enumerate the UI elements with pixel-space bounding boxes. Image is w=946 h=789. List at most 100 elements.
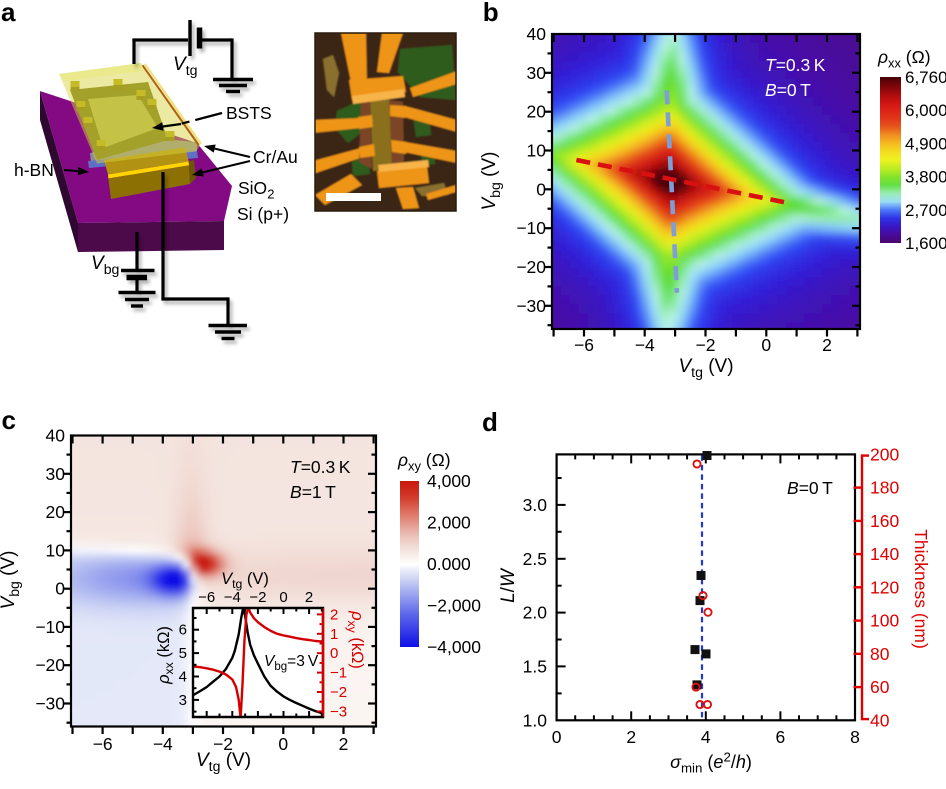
svg-text:−1: −1 [330, 665, 347, 682]
svg-text:180: 180 [870, 478, 899, 498]
svg-text:2: 2 [305, 589, 313, 606]
svg-text:BSTS: BSTS [226, 103, 272, 123]
svg-text:ρxy​ (Ω): ρxy​ (Ω) [397, 450, 451, 473]
svg-text:6,000: 6,000 [905, 101, 946, 120]
svg-text:−10: −10 [35, 617, 65, 637]
svg-text:Vbg​=3 V: Vbg​=3 V [264, 653, 319, 673]
svg-text:20: 20 [527, 102, 547, 122]
svg-text:−4: −4 [635, 335, 655, 355]
svg-text:Vtg​ (V): Vtg​ (V) [221, 570, 269, 591]
svg-text:−4: −4 [153, 734, 173, 754]
svg-text:20: 20 [46, 502, 66, 522]
svg-text:6: 6 [179, 622, 187, 639]
svg-text:5: 5 [179, 645, 187, 662]
svg-text:3,800: 3,800 [905, 168, 946, 187]
svg-text:Vtg​ (V): Vtg​ (V) [678, 356, 733, 380]
svg-text:−6: −6 [574, 335, 594, 355]
svg-text:Vtg​ (V): Vtg​ (V) [196, 750, 251, 774]
svg-text:Vbg​ (V): Vbg​ (V) [479, 152, 503, 211]
svg-text:−10: −10 [516, 218, 546, 238]
svg-text:Vbg​: Vbg​ [91, 253, 119, 277]
svg-text:−20: −20 [35, 655, 65, 675]
svg-text:ρxx​ (kΩ): ρxx​ (kΩ) [155, 626, 176, 685]
svg-text:40: 40 [870, 710, 890, 730]
svg-text:−2: −2 [213, 734, 233, 754]
svg-text:h-BN: h-BN [14, 160, 54, 180]
svg-text:B=1 T: B=1 T [290, 482, 336, 502]
svg-text:ρxx​ (Ω): ρxx​ (Ω) [877, 47, 931, 70]
svg-text:0: 0 [330, 645, 338, 662]
svg-text:−30: −30 [35, 694, 65, 714]
svg-text:L/W: L/W [498, 567, 519, 603]
svg-text:100: 100 [870, 611, 899, 631]
svg-text:1.0: 1.0 [523, 710, 548, 730]
svg-text:2,700: 2,700 [905, 201, 946, 220]
svg-text:Vtg​: Vtg​ [173, 54, 197, 78]
svg-text:d: d [482, 407, 498, 437]
svg-text:T=0.3 K: T=0.3 K [765, 55, 826, 75]
svg-text:σmin​ (e2​/h): σmin​ (e2​/h) [670, 750, 752, 776]
svg-text:2: 2 [330, 606, 338, 623]
svg-text:Vbg​ (V): Vbg​ (V) [0, 551, 22, 610]
svg-text:6: 6 [776, 727, 786, 747]
svg-text:−30: −30 [516, 296, 546, 316]
svg-text:−6: −6 [93, 734, 113, 754]
svg-text:30: 30 [527, 63, 547, 83]
svg-text:2,000: 2,000 [427, 513, 471, 533]
svg-text:0: 0 [761, 335, 771, 355]
svg-text:120: 120 [870, 577, 899, 597]
svg-text:−3: −3 [330, 703, 347, 720]
svg-text:B=0 T: B=0 T [765, 80, 811, 100]
svg-text:ρxy​ (kΩ): ρxy​ (kΩ) [345, 610, 366, 669]
svg-text:4,000: 4,000 [427, 471, 471, 491]
svg-text:8: 8 [850, 727, 860, 747]
svg-text:6,760: 6,760 [905, 68, 946, 87]
svg-text:200: 200 [870, 444, 899, 464]
svg-text:2.0: 2.0 [523, 603, 548, 623]
svg-text:c: c [2, 405, 16, 435]
svg-text:10: 10 [46, 540, 66, 560]
svg-text:−2,000: −2,000 [427, 596, 481, 616]
svg-text:−2: −2 [249, 589, 266, 606]
svg-text:160: 160 [870, 511, 899, 531]
svg-text:−4,000: −4,000 [427, 637, 481, 657]
svg-text:−4: −4 [224, 589, 241, 606]
svg-text:2: 2 [822, 335, 832, 355]
svg-text:1.5: 1.5 [523, 656, 547, 676]
svg-text:Thickness (nm): Thickness (nm) [911, 529, 931, 649]
svg-text:30: 30 [46, 464, 66, 484]
svg-text:−20: −20 [516, 257, 546, 277]
svg-text:60: 60 [870, 677, 890, 697]
svg-text:1: 1 [330, 626, 338, 643]
svg-text:SiO2​: SiO2​ [238, 178, 274, 201]
svg-text:3: 3 [179, 692, 187, 709]
svg-text:2: 2 [626, 727, 636, 747]
svg-text:0: 0 [279, 589, 287, 606]
svg-text:0: 0 [278, 734, 288, 754]
svg-text:140: 140 [870, 544, 899, 564]
svg-text:Cr/Au: Cr/Au [253, 147, 298, 167]
svg-text:−2: −2 [330, 684, 347, 701]
svg-text:0.000: 0.000 [427, 554, 471, 574]
svg-text:Si (p+): Si (p+) [237, 204, 289, 224]
svg-text:80: 80 [870, 644, 890, 664]
svg-text:3.0: 3.0 [523, 495, 548, 515]
svg-text:−6: −6 [198, 589, 215, 606]
svg-text:1,600: 1,600 [905, 234, 946, 253]
svg-text:0: 0 [552, 727, 562, 747]
svg-text:10: 10 [527, 141, 547, 161]
svg-text:2.5: 2.5 [523, 549, 547, 569]
svg-text:0: 0 [55, 579, 65, 599]
svg-text:4: 4 [179, 669, 187, 686]
svg-text:2: 2 [339, 734, 349, 754]
svg-text:40: 40 [527, 24, 547, 44]
svg-text:b: b [483, 0, 499, 27]
svg-text:−2: −2 [696, 335, 716, 355]
svg-text:T=0.3 K: T=0.3 K [290, 457, 351, 477]
svg-text:4: 4 [701, 727, 711, 747]
svg-text:4,900: 4,900 [905, 134, 946, 153]
svg-text:0: 0 [536, 179, 546, 199]
svg-text:B=0 T: B=0 T [787, 478, 833, 498]
svg-text:a: a [1, 0, 16, 27]
svg-text:40: 40 [46, 426, 66, 446]
